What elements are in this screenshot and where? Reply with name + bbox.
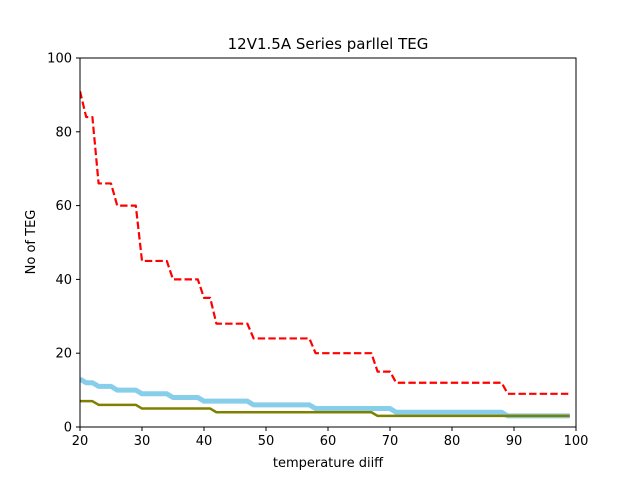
y-tick-label: 20 — [55, 347, 72, 362]
y-tick-label: 80 — [55, 125, 72, 140]
chart-title: 12V1.5A Series parllel TEG — [228, 35, 429, 53]
x-tick-label: 100 — [564, 434, 589, 449]
y-tick-label: 60 — [55, 199, 72, 214]
x-tick-label: 30 — [134, 434, 151, 449]
y-tick-label: 40 — [55, 273, 72, 288]
x-tick-label: 50 — [258, 434, 275, 449]
series-line-2 — [80, 376, 570, 419]
y-axis-title: No of TEG — [24, 210, 39, 275]
x-axis-title: temperature diiff — [273, 456, 384, 471]
series-line-3 — [80, 399, 570, 418]
x-tick-label: 70 — [382, 434, 399, 449]
x-tick-label: 40 — [196, 434, 213, 449]
x-tick-label: 20 — [72, 434, 89, 449]
x-tick-label: 60 — [320, 434, 337, 449]
x-tick-label: 80 — [444, 434, 461, 449]
y-tick-label: 0 — [64, 421, 72, 436]
y-tick-label: 100 — [47, 52, 72, 67]
x-tick-label: 90 — [506, 434, 523, 449]
series-line-1 — [80, 90, 570, 395]
